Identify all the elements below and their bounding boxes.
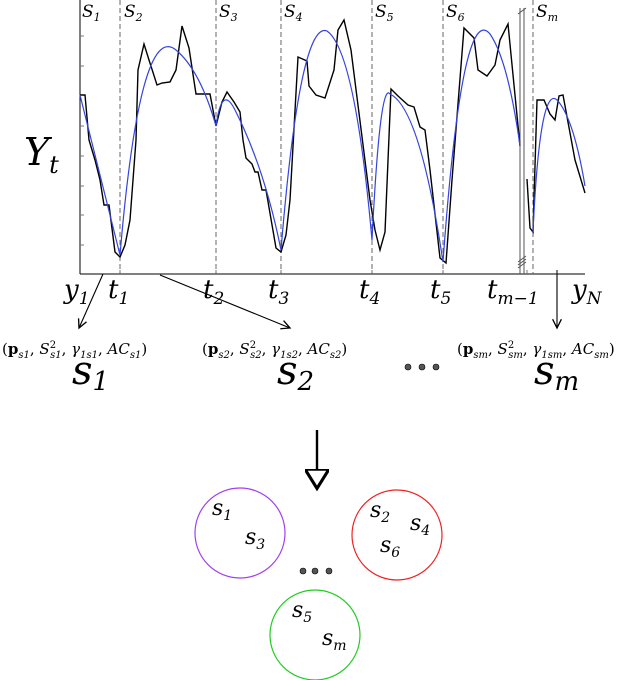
x-label-t3: t3 — [268, 275, 289, 309]
feature-tuple-s2: (ps2, S2s2, γ1s2, ACs2) — [202, 340, 348, 361]
svg-text:s4: s4 — [410, 511, 430, 539]
svg-text:s5: s5 — [292, 598, 312, 626]
x-label-tm-1: tm−1 — [487, 275, 539, 309]
x-axis-labels: y1 t1 t2 t3 t4 t5 tm−1 yN — [63, 275, 603, 309]
x-label-t4: t4 — [359, 275, 380, 309]
cluster-2: s2 s4 s6 — [351, 489, 443, 581]
ellipsis-icon — [299, 363, 440, 575]
svg-text:sm: sm — [322, 626, 347, 654]
cluster-1: s1 s3 — [194, 487, 286, 579]
y-axis-label: Yt — [24, 130, 59, 179]
svg-text:s6: s6 — [380, 533, 400, 561]
observed-series-tail — [526, 94, 586, 235]
x-label-t2: t2 — [203, 275, 224, 309]
segment-label-1: S1 — [82, 2, 101, 24]
arrows — [79, 273, 557, 486]
x-label-t1: t1 — [108, 275, 129, 309]
segment-name-s1: s1 — [72, 348, 109, 397]
arrow-s2 — [159, 274, 290, 328]
svg-text:s1: s1 — [212, 496, 232, 524]
cluster-3: s5 sm — [269, 589, 361, 680]
segment-labels: S1 S2 S3 S4 S5 S6 Sm — [82, 2, 558, 24]
segment-label-4: S4 — [284, 2, 303, 24]
segment-label-6: S6 — [446, 2, 465, 24]
x-label-yN: yN — [571, 275, 603, 309]
segment-boundaries — [119, 0, 534, 274]
x-label-t5: t5 — [430, 275, 451, 309]
observed-series — [80, 18, 521, 265]
svg-text:s2: s2 — [370, 498, 390, 526]
segment-label-3: S3 — [219, 2, 238, 24]
segment-name-s2: s2 — [277, 348, 314, 397]
segment-label-m: Sm — [536, 2, 558, 24]
segment-label-5: S5 — [375, 2, 394, 24]
segment-label-2: S2 — [124, 2, 143, 24]
feature-tuple-sm: (psm, S2sm, γ1sm, ACsm) — [457, 340, 615, 361]
x-label-y1: y1 — [63, 275, 90, 309]
svg-text:s3: s3 — [245, 525, 265, 553]
segment-name-sm: sm — [534, 348, 579, 397]
feature-tuple-s1: (ps1, S2s1, γ1s1, ACs1) — [2, 340, 148, 361]
fitted-curve — [79, 29, 586, 263]
arrow-s1 — [79, 273, 104, 328]
segment-names: s1 s2 sm — [72, 348, 579, 397]
